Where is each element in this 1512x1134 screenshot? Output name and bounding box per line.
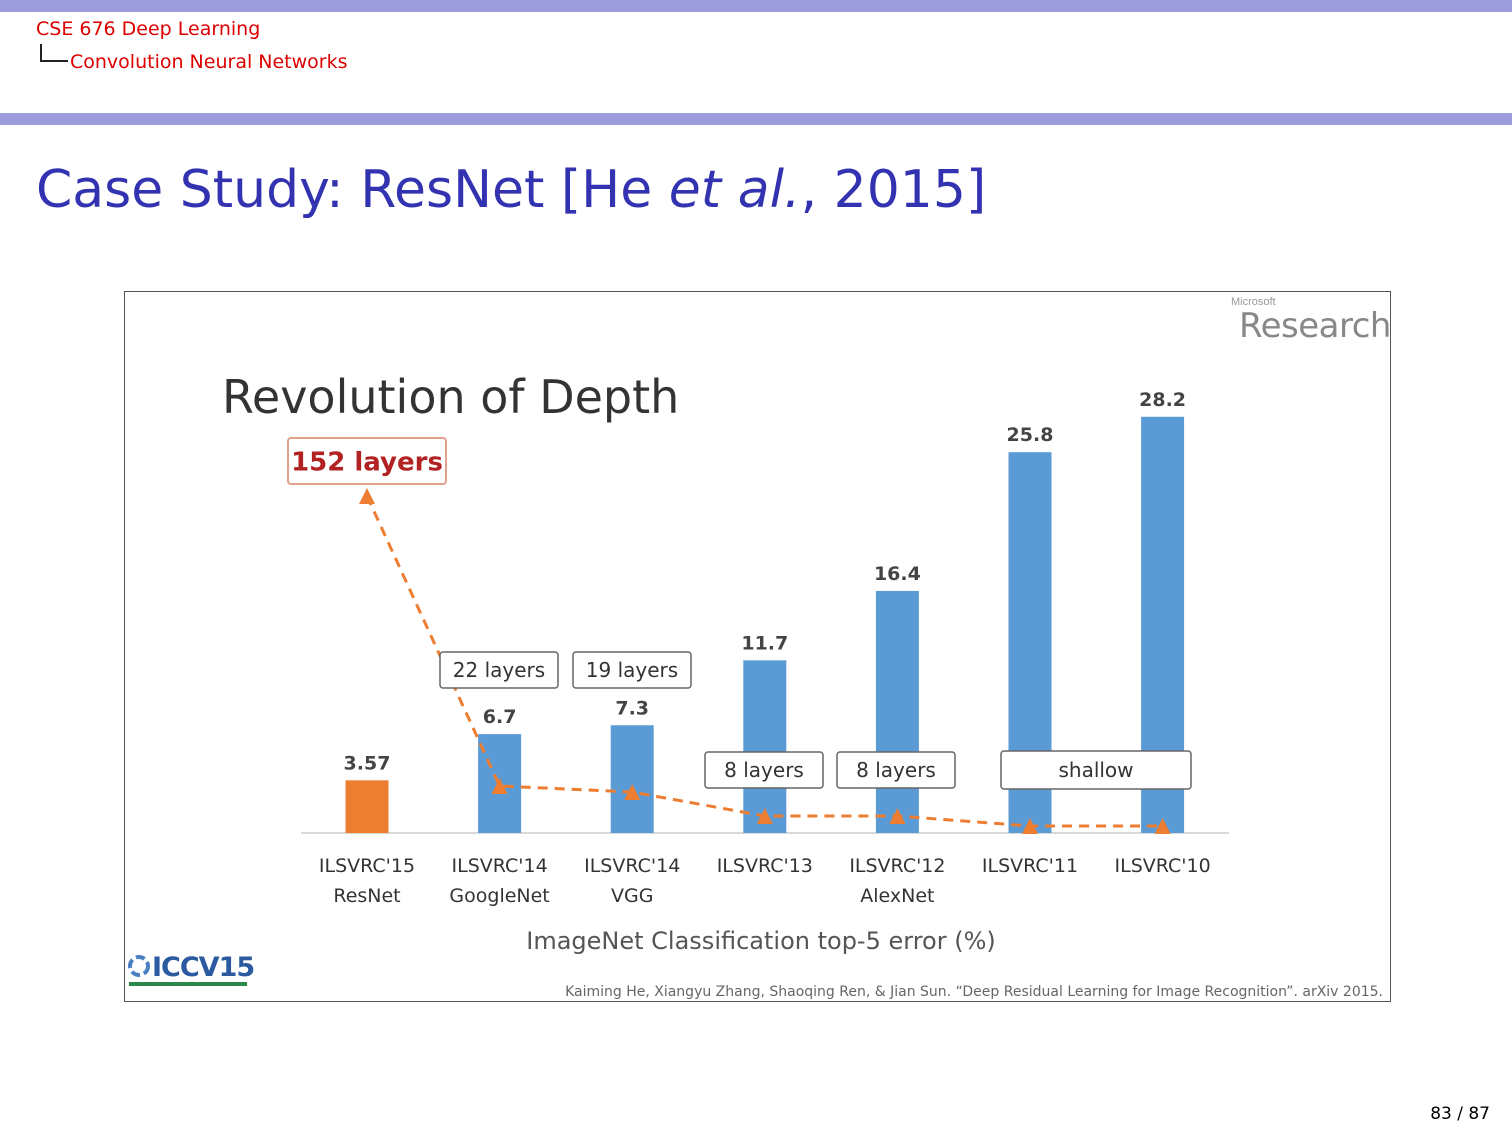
page-number: 83 / 87 xyxy=(1430,1104,1490,1124)
depth-label-box-3 xyxy=(704,751,824,789)
depth-label-2: 19 layers xyxy=(586,658,678,682)
x-tick-label-3: ILSVRC'13 xyxy=(717,855,813,877)
depth-label-1: 22 layers xyxy=(453,658,545,682)
x-tick-label-5: ILSVRC'11 xyxy=(982,855,1078,877)
chart-title: Revolution of Depth xyxy=(222,370,679,424)
slide-title: Case Study: ResNet [He et al., 2015] xyxy=(36,160,986,220)
bar-value-label-1: 6.7 xyxy=(483,706,517,728)
bars-group xyxy=(301,416,1229,834)
depth-marker-3 xyxy=(756,808,773,824)
chart-figure: Microsoft Research Revolution of Depth 3… xyxy=(124,291,1391,1002)
x-tick-sublabel-2: VGG xyxy=(611,885,653,907)
labels-group: 3.57 ILSVRC'15 ResNet 6.7 ILSVRC'14 GoogleNet… xyxy=(287,389,1211,907)
iccv-logo-text: ICCV15 xyxy=(152,952,254,983)
depth-marker-4 xyxy=(889,808,906,824)
bar-value-label-5: 25.8 xyxy=(1007,424,1054,446)
bar-value-label-4: 16.4 xyxy=(874,563,921,585)
citation: Kaiming He, Xiangyu Zhang, Shaoqing Ren,… xyxy=(565,984,1383,1000)
depth-label-3: 8 layers xyxy=(724,758,804,782)
breadcrumb-tree-connector xyxy=(40,44,68,62)
depth-label-box-5 xyxy=(1000,750,1192,790)
bar-2 xyxy=(610,725,654,833)
header-bar-bottom xyxy=(0,113,1512,125)
slide-title-italic: et al. xyxy=(668,160,801,220)
bar-value-label-3: 11.7 xyxy=(741,632,788,654)
x-axis-title: ImageNet Classification top-5 error (%) xyxy=(526,927,996,955)
x-tick-label-0: ILSVRC'15 xyxy=(319,855,415,877)
depth-label-box-1 xyxy=(439,651,559,689)
depth-label-5: shallow xyxy=(1058,758,1133,782)
depth-label-box-0 xyxy=(287,437,447,485)
depth-trend-group xyxy=(359,488,1171,834)
slide-title-end: , 2015] xyxy=(800,160,987,220)
research-logo: Research xyxy=(1239,306,1391,346)
depth-marker-1 xyxy=(491,778,508,794)
x-tick-sublabel-1: GoogleNet xyxy=(449,885,549,907)
x-tick-label-6: ILSVRC'10 xyxy=(1115,855,1211,877)
x-tick-sublabel-4: AlexNet xyxy=(860,885,934,907)
iccv-logo-mark-icon xyxy=(128,955,150,977)
bar-value-label-2: 7.3 xyxy=(615,697,649,719)
bar-value-label-6: 28.2 xyxy=(1139,389,1186,411)
bar-0 xyxy=(345,780,389,833)
iccv-logo: ICCV15 xyxy=(128,952,255,986)
x-tick-label-2: ILSVRC'14 xyxy=(584,855,680,877)
bar-4 xyxy=(875,590,919,833)
bar-3 xyxy=(743,660,787,833)
chart-svg: Microsoft Research Revolution of Depth 3… xyxy=(128,296,1391,1000)
depth-marker-0 xyxy=(359,488,375,504)
depth-label-0: 152 layers xyxy=(291,447,443,477)
breadcrumb-course[interactable]: CSE 676 Deep Learning xyxy=(36,18,261,40)
x-tick-label-1: ILSVRC'14 xyxy=(452,855,548,877)
x-tick-label-4: ILSVRC'12 xyxy=(849,855,945,877)
header-bar-top xyxy=(0,0,1512,12)
depth-label-box-2 xyxy=(572,651,692,689)
breadcrumb-section[interactable]: Convolution Neural Networks xyxy=(70,51,348,73)
depth-label-4: 8 layers xyxy=(856,758,936,782)
depth-marker-5 xyxy=(1022,818,1038,834)
depth-label-box-4 xyxy=(836,751,956,789)
x-tick-sublabel-0: ResNet xyxy=(333,885,400,907)
iccv-logo-bar xyxy=(129,982,247,986)
slide-title-main: Case Study: ResNet [He xyxy=(36,160,669,220)
bar-value-label-0: 3.57 xyxy=(344,752,391,774)
depth-marker-6 xyxy=(1154,818,1171,834)
depth-marker-2 xyxy=(624,784,641,800)
microsoft-label: Microsoft xyxy=(1231,296,1276,308)
